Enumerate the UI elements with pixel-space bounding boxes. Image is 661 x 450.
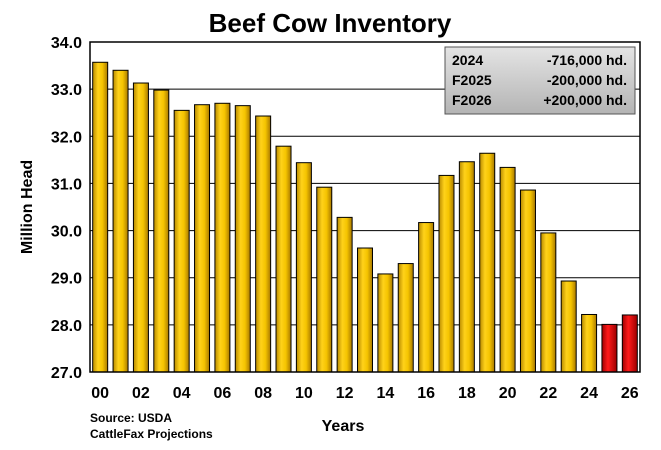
bar (275, 145, 292, 373)
legend-box: 2024 -716,000 hd. F2025 -200,000 hd. F20… (444, 46, 636, 115)
x-tick-label: 24 (580, 385, 598, 402)
bar (581, 313, 598, 373)
y-tick-label: 33.0 (51, 82, 82, 99)
legend-row-label: F2026 (452, 92, 492, 108)
x-tick-label: 22 (539, 385, 557, 402)
y-tick-label: 27.0 (51, 365, 82, 382)
legend-row-value: +200,000 hd. (543, 92, 627, 108)
bar (519, 189, 536, 373)
bar (112, 69, 129, 373)
bar (214, 102, 231, 373)
y-tick-label: 34.0 (51, 35, 82, 52)
y-tick-label: 31.0 (51, 176, 82, 193)
bar (92, 61, 109, 373)
source-line: Source: USDA (90, 411, 172, 425)
legend-row-value: -716,000 hd. (547, 52, 627, 68)
bar (234, 105, 251, 373)
bar (458, 161, 475, 373)
bar (295, 162, 312, 373)
chart-title: Beef Cow Inventory (209, 8, 452, 38)
x-tick-label: 02 (132, 385, 150, 402)
bar (194, 104, 211, 373)
bar (438, 174, 455, 373)
x-tick-label: 04 (173, 385, 191, 402)
legend-row-label: 2024 (452, 52, 483, 68)
x-tick-label: 14 (376, 385, 394, 402)
bar (499, 166, 516, 373)
x-axis-label: Years (322, 418, 365, 435)
bar (255, 115, 272, 373)
legend-row-label: F2025 (452, 72, 492, 88)
bar (132, 82, 149, 373)
x-tick-label: 12 (336, 385, 354, 402)
bar (479, 152, 496, 373)
x-tick-label: 08 (254, 385, 272, 402)
legend-background (444, 46, 636, 115)
bar (173, 109, 190, 373)
x-tick-label: 26 (621, 385, 639, 402)
bar (357, 247, 373, 373)
y-tick-label: 32.0 (51, 129, 82, 146)
projection-line: CattleFax Projections (90, 427, 213, 441)
bar (540, 232, 557, 373)
bar-projected (621, 314, 638, 373)
bar (336, 216, 353, 373)
x-tick-label: 06 (214, 385, 232, 402)
y-axis-label: Million Head (19, 160, 36, 254)
bar (418, 222, 435, 373)
y-axis-ticks: 27.0 28.0 29.0 30.0 31.0 32.0 33.0 34.0 (51, 35, 82, 382)
bar (377, 273, 394, 373)
bar-projected (601, 323, 618, 373)
y-tick-label: 29.0 (51, 271, 82, 288)
x-tick-label: 00 (91, 385, 109, 402)
bar (153, 89, 170, 373)
legend-row-value: -200,000 hd. (547, 72, 627, 88)
x-axis-ticks: 00 02 04 06 08 10 12 14 16 18 20 22 24 26 (91, 385, 639, 402)
bar (316, 186, 333, 373)
y-tick-label: 28.0 (51, 318, 82, 335)
bar (560, 280, 577, 373)
bar (397, 263, 414, 373)
x-tick-label: 18 (458, 385, 476, 402)
x-tick-label: 16 (417, 385, 435, 402)
y-tick-label: 30.0 (51, 224, 82, 241)
plot-frame (89, 41, 641, 373)
x-tick-label: 10 (295, 385, 313, 402)
x-tick-label: 20 (499, 385, 517, 402)
